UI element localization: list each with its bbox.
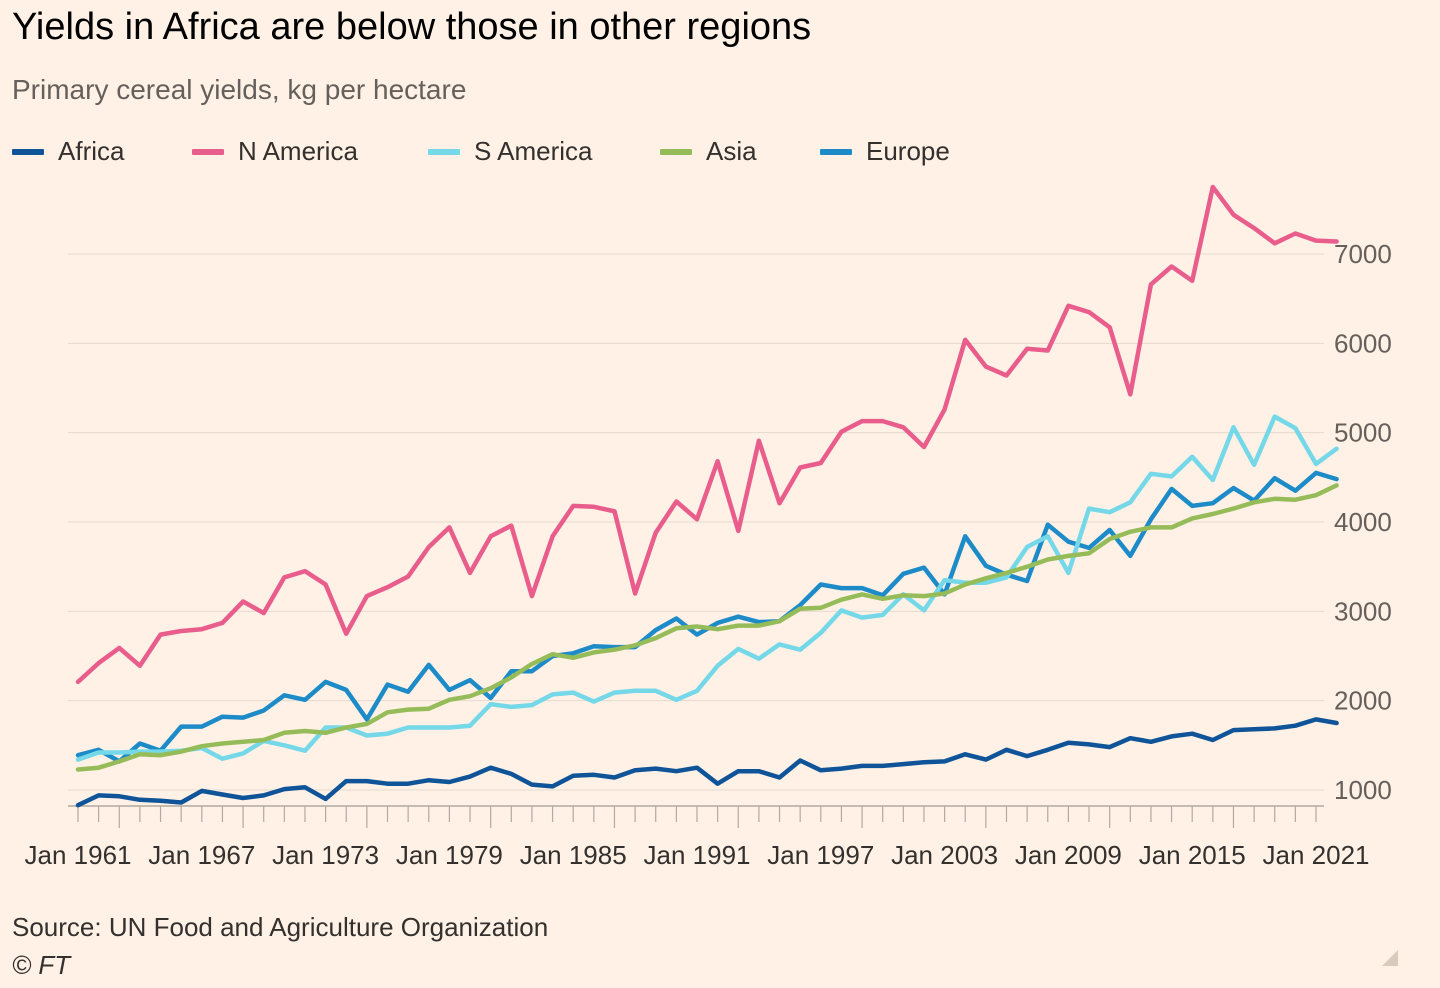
legend-label-europe: Europe xyxy=(866,136,950,166)
resize-corner-icon xyxy=(1382,950,1398,966)
legend-swatch-africa xyxy=(12,149,44,155)
legend-swatch-asia xyxy=(660,149,692,155)
legend-label-n-america: N America xyxy=(238,136,358,166)
legend-swatch-n-america xyxy=(192,149,224,155)
legend-label-s-america: S America xyxy=(474,136,593,166)
legend-swatch-europe xyxy=(820,149,852,155)
x-tick-label-1979: Jan 1979 xyxy=(396,840,503,870)
series-line-africa xyxy=(75,717,1339,808)
legend-swatch-s-america xyxy=(428,149,460,155)
series-line-s-america xyxy=(75,414,1339,762)
x-tick-label-1997: Jan 1997 xyxy=(767,840,874,870)
series-line-asia xyxy=(75,483,1339,772)
y-tick-label-7000: 7000 xyxy=(1334,239,1392,269)
y-tick-label-3000: 3000 xyxy=(1334,596,1392,626)
x-tick-label-2003: Jan 2003 xyxy=(891,840,998,870)
x-tick-label-1985: Jan 1985 xyxy=(520,840,627,870)
y-tick-label-4000: 4000 xyxy=(1334,507,1392,537)
x-axis xyxy=(68,805,1324,828)
y-tick-label-1000: 1000 xyxy=(1334,775,1392,805)
axis-labels: 1000 2000 3000 4000 5000 6000 7000 Jan 1961 Jan … xyxy=(25,239,1392,870)
legend-label-asia: Asia xyxy=(706,136,757,166)
y-tick-label-6000: 6000 xyxy=(1334,328,1392,358)
copyright-credit: © FT xyxy=(12,950,71,980)
gridlines xyxy=(68,253,1324,791)
chart-subtitle: Primary cereal yields, kg per hectare xyxy=(12,74,467,105)
x-tick-label-2021: Jan 2021 xyxy=(1263,840,1370,870)
source-note: Source: UN Food and Agriculture Organiza… xyxy=(12,912,549,942)
y-tick-label-2000: 2000 xyxy=(1334,686,1392,716)
chart-title: Yields in Africa are below those in othe… xyxy=(12,6,812,48)
series-line-europe xyxy=(75,470,1339,764)
series-line-n-america xyxy=(75,184,1339,685)
series-lines xyxy=(75,184,1339,808)
x-tick-label-1973: Jan 1973 xyxy=(272,840,379,870)
x-tick-label-2009: Jan 2009 xyxy=(1015,840,1122,870)
legend-label-africa: Africa xyxy=(58,136,125,166)
x-tick-label-2015: Jan 2015 xyxy=(1139,840,1246,870)
x-tick-label-1961: Jan 1961 xyxy=(25,840,132,870)
y-tick-label-5000: 5000 xyxy=(1334,418,1392,448)
x-tick-label-1991: Jan 1991 xyxy=(644,840,751,870)
x-tick-label-1967: Jan 1967 xyxy=(148,840,255,870)
